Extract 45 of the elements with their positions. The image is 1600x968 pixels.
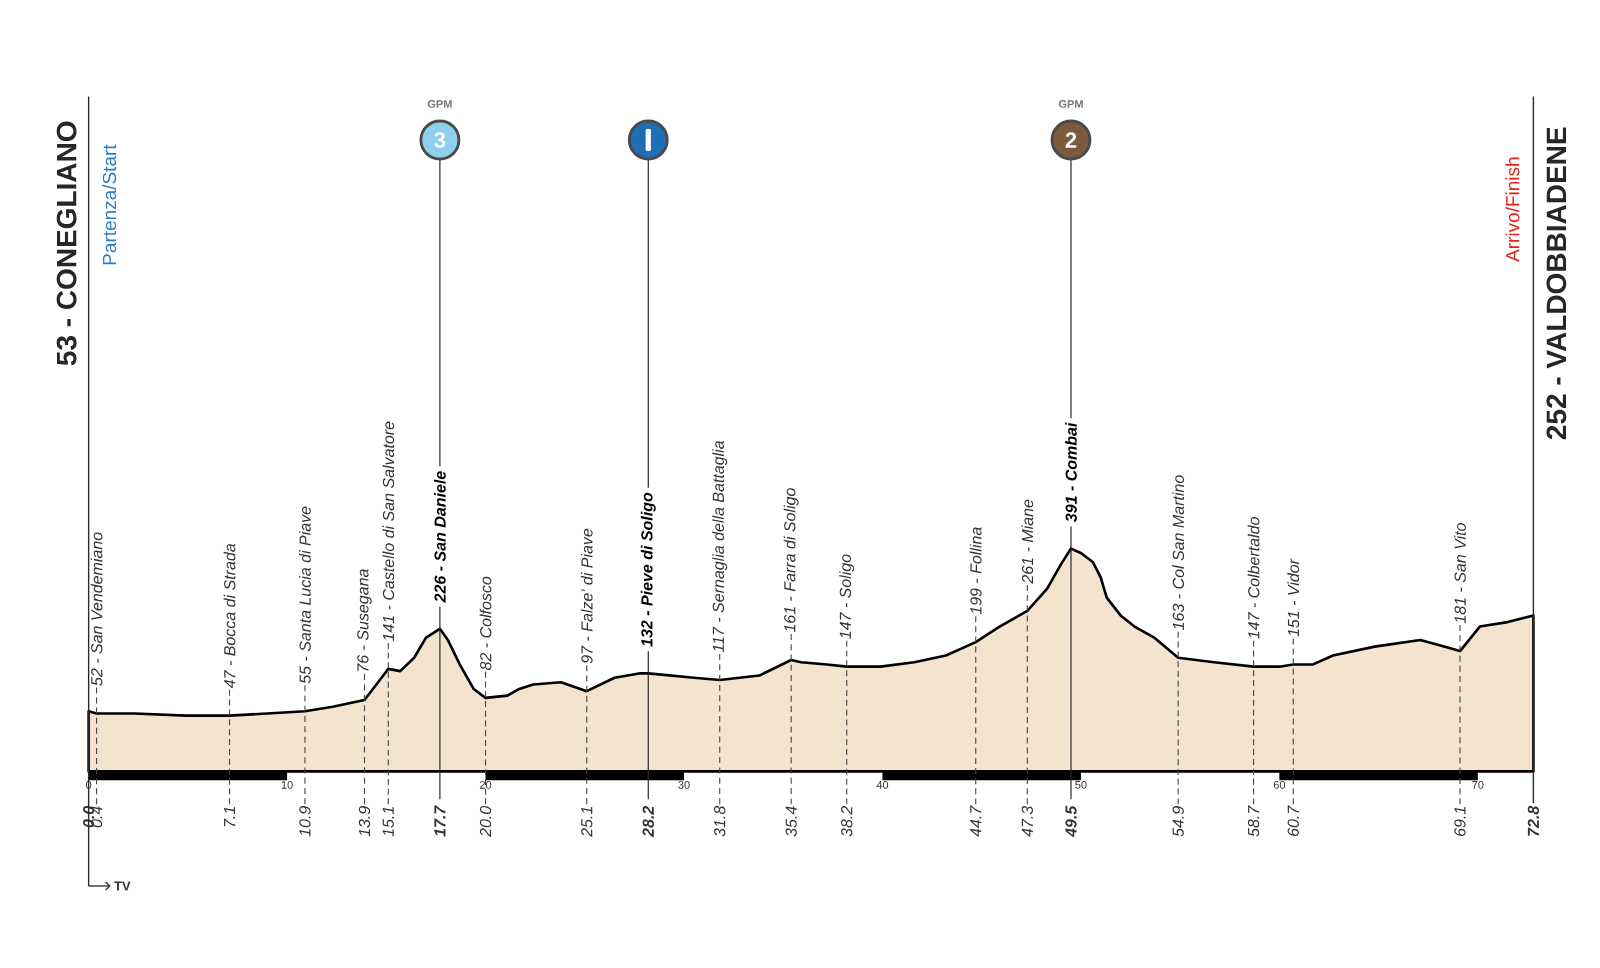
annotation: 69.1	[1454, 807, 1466, 836]
annotation: 15.1	[382, 807, 394, 837]
annotation: 226 - San Daniele	[434, 471, 446, 603]
annotation: 55 - Santa Lucia di Piave	[299, 506, 311, 684]
annotation: 161 - Farra di Soligo	[783, 488, 799, 633]
annotation: 20.0	[479, 805, 492, 837]
annotation: 82 - Colfosco	[479, 576, 492, 671]
text: Partenza/Start	[102, 144, 117, 265]
annotation: 52 - San Vendemiano	[90, 532, 103, 686]
ref-line-label: 252 - VALDOBBIADENE	[1546, 127, 1567, 440]
annotation: 163 - Col San Martino	[1172, 475, 1185, 630]
annotation: 60.7	[1287, 805, 1299, 836]
annotation: 25.1	[581, 807, 593, 837]
annotation: 17.7	[434, 805, 446, 837]
annotation: 28.2	[642, 805, 654, 838]
annotation: 13.9	[358, 806, 371, 837]
annotation: 10.9	[299, 806, 311, 837]
annotation: 47.3	[1021, 805, 1033, 837]
annotation: 35.4	[785, 806, 797, 837]
annotation: 54.9	[1172, 806, 1184, 837]
annotation: 181 - San Vito	[1454, 523, 1466, 624]
annotation: 44.7	[970, 805, 982, 837]
annotation: 151 - Vidor	[1287, 558, 1300, 637]
annotation: 49.5	[1065, 805, 1077, 838]
annotation: 31.8	[714, 805, 726, 837]
annotation: 391 - Combai	[1065, 422, 1077, 523]
annotation: 7.1	[224, 807, 236, 827]
annotation: 58.7	[1247, 805, 1260, 837]
annotation: 141 - Castello di San Salvatore	[382, 421, 395, 642]
annotation: 261 - Miane	[1021, 499, 1034, 584]
text: Arrivo/Finish	[1505, 157, 1520, 262]
annotation: 76 - Susegana	[357, 569, 372, 672]
annotation: 97 - Falze' di Piave	[580, 528, 593, 664]
annotation: 199 - Follina	[969, 527, 982, 615]
annotation: 0.4	[90, 806, 103, 828]
annotation: 38.2	[841, 806, 853, 837]
ref-line-label: 53 - CONEGLIANO	[56, 121, 77, 366]
annotation: 132 - Pieve di Soligo	[640, 492, 656, 647]
text: 3	[434, 132, 446, 148]
annotation: 47 - Bocca di Strada	[223, 543, 236, 689]
annotation: 117 - Sernaglia della Battaglia	[712, 440, 728, 653]
annotation: 147 - Colbertaldo	[1247, 517, 1260, 639]
annotation: 72.8	[1527, 805, 1540, 836]
annotation: 147 - Soligo	[839, 554, 855, 639]
text: 2	[1065, 132, 1077, 148]
